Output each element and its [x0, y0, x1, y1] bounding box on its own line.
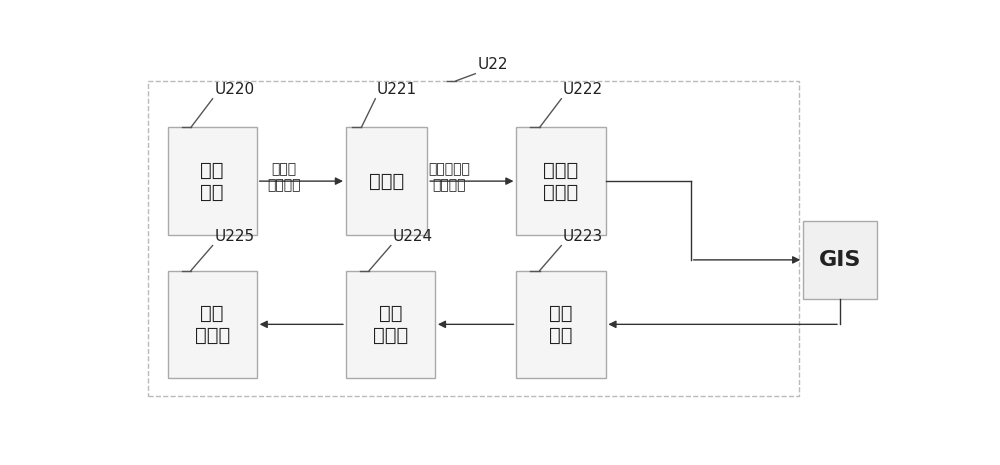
Text: 控制
模块: 控制 模块 — [200, 160, 224, 202]
Text: 光学发
射系统: 光学发 射系统 — [543, 160, 579, 202]
Bar — [346, 271, 435, 378]
Text: U224: U224 — [392, 229, 432, 244]
Text: U222: U222 — [563, 82, 603, 97]
Bar — [516, 271, 606, 378]
Text: GIS: GIS — [819, 250, 861, 270]
Text: 发射机: 发射机 — [369, 172, 404, 191]
Text: 调谐到对应
发射波长: 调谐到对应 发射波长 — [428, 162, 470, 193]
Bar — [168, 127, 257, 235]
Text: 唤醒和
参数配置: 唤醒和 参数配置 — [267, 162, 301, 193]
Text: 前置
放大器: 前置 放大器 — [195, 304, 230, 345]
Text: U221: U221 — [377, 82, 417, 97]
Text: 接收
天线: 接收 天线 — [549, 304, 573, 345]
Bar — [346, 127, 427, 235]
Text: U220: U220 — [214, 82, 254, 97]
Bar — [516, 127, 606, 235]
Bar — [803, 220, 877, 299]
Bar — [168, 271, 257, 378]
Text: U22: U22 — [478, 57, 508, 72]
Text: 光电
转换器: 光电 转换器 — [373, 304, 408, 345]
Bar — [148, 81, 799, 396]
Text: U225: U225 — [214, 229, 254, 244]
Text: U223: U223 — [563, 229, 603, 244]
